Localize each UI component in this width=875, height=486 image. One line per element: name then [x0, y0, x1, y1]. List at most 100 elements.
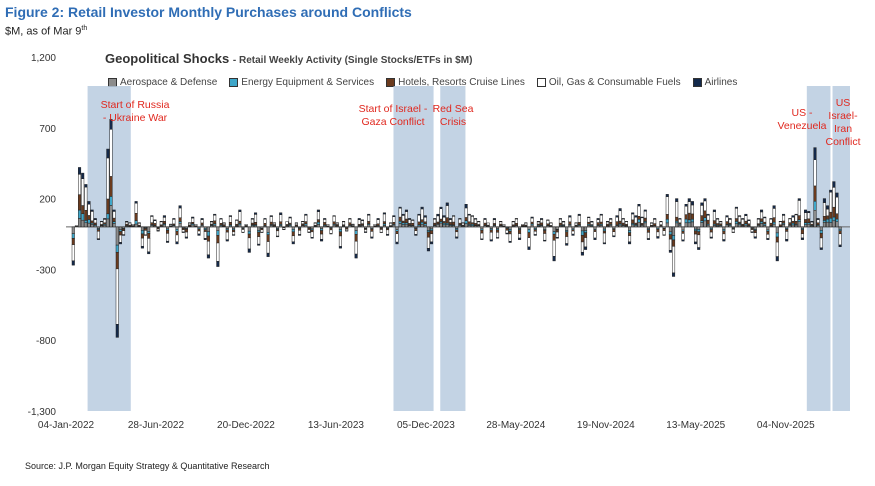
bar-segment	[235, 220, 239, 225]
bar-segment	[643, 222, 647, 228]
bar-segment	[307, 231, 311, 233]
bar-segment	[483, 219, 487, 224]
bar-segment	[756, 218, 760, 224]
bar-segment	[568, 224, 572, 228]
bar-segment	[235, 219, 239, 221]
bar-segment	[140, 237, 144, 247]
bar-segment	[543, 233, 547, 241]
bar-segment	[156, 230, 160, 232]
bar-segment	[266, 226, 270, 233]
bar-segment	[810, 221, 814, 223]
bar-segment	[433, 222, 437, 226]
bar-segment	[439, 208, 443, 220]
bar-segment	[602, 226, 606, 230]
bar-segment	[687, 201, 691, 214]
bar-segment	[276, 235, 280, 238]
bar-segment	[219, 218, 223, 220]
bar-segment	[316, 224, 320, 228]
bar-segment	[684, 218, 688, 224]
bar-segment	[134, 202, 138, 214]
bar-segment	[445, 202, 449, 206]
bar-segment	[505, 232, 509, 235]
bar-segment	[78, 194, 82, 211]
bar-segment	[436, 215, 440, 223]
bar-segment	[348, 218, 352, 220]
bar-segment	[426, 236, 430, 249]
bar-segment	[508, 240, 512, 243]
bar-segment	[71, 238, 75, 245]
bar-segment	[568, 215, 572, 218]
bar-segment	[832, 206, 836, 218]
bar-segment	[247, 226, 251, 232]
bar-segment	[518, 233, 522, 239]
bar-segment	[694, 233, 698, 243]
bar-segment	[807, 218, 811, 223]
bar-segment	[266, 241, 270, 254]
bar-segment	[832, 216, 836, 222]
bar-segment	[480, 230, 484, 234]
bar-segment	[103, 218, 107, 220]
bar-segment	[508, 229, 512, 232]
bar-segment	[725, 224, 729, 228]
bar-segment	[763, 216, 767, 219]
bar-segment	[93, 222, 97, 225]
bar-segment	[122, 230, 126, 235]
bar-segment	[423, 216, 427, 223]
bar-segment	[552, 240, 556, 257]
bar-segment	[84, 186, 88, 211]
bar-segment	[734, 218, 738, 222]
bar-segment	[681, 233, 685, 241]
bar-segment	[206, 235, 210, 242]
bar-segment	[505, 230, 509, 234]
bar-segment	[414, 230, 418, 235]
bar-segment	[778, 221, 782, 226]
bar-segment	[398, 208, 402, 218]
bar-segment	[354, 234, 358, 242]
bar-segment	[785, 239, 789, 242]
bar-segment	[84, 209, 88, 221]
bar-segment	[225, 231, 229, 240]
bar-segment	[775, 256, 779, 262]
bar-segment	[738, 216, 742, 223]
bar-segment	[430, 230, 434, 235]
bar-segment	[386, 229, 390, 235]
bar-segment	[210, 221, 214, 225]
bar-segment	[694, 228, 698, 232]
bar-segment	[741, 218, 745, 220]
bar-segment	[115, 252, 119, 270]
bar-segment	[618, 220, 622, 225]
bar-segment	[829, 189, 833, 193]
bar-segment	[584, 246, 588, 250]
bar-segment	[772, 208, 776, 218]
bar-segment	[621, 222, 625, 226]
bar-segment	[404, 211, 408, 220]
bar-segment	[203, 238, 207, 240]
bar-segment	[489, 239, 493, 242]
bar-segment	[81, 219, 85, 228]
bar-segment	[697, 229, 701, 232]
bar-segment	[250, 218, 254, 224]
bar-segment	[527, 246, 531, 250]
bar-segment	[662, 230, 666, 236]
bar-segment	[81, 205, 85, 215]
bar-segment	[448, 219, 452, 223]
bar-segment	[118, 226, 122, 230]
bar-segment	[788, 222, 792, 225]
bar-segment	[398, 206, 402, 209]
bar-segment	[320, 239, 324, 242]
bar-segment	[590, 221, 594, 223]
bar-segment	[631, 213, 635, 221]
bar-segment	[618, 224, 622, 228]
bar-segment	[612, 235, 616, 238]
bar-segment	[147, 251, 151, 255]
bar-segment	[543, 230, 547, 234]
bar-segment	[816, 222, 820, 225]
bar-segment	[722, 226, 726, 230]
bar-segment	[197, 233, 201, 236]
bar-segment	[420, 208, 424, 220]
bar-segment	[675, 216, 679, 222]
bar-segment	[304, 213, 308, 216]
bar-segment	[819, 247, 823, 250]
bar-segment	[411, 223, 415, 226]
bar-segment	[797, 221, 801, 228]
